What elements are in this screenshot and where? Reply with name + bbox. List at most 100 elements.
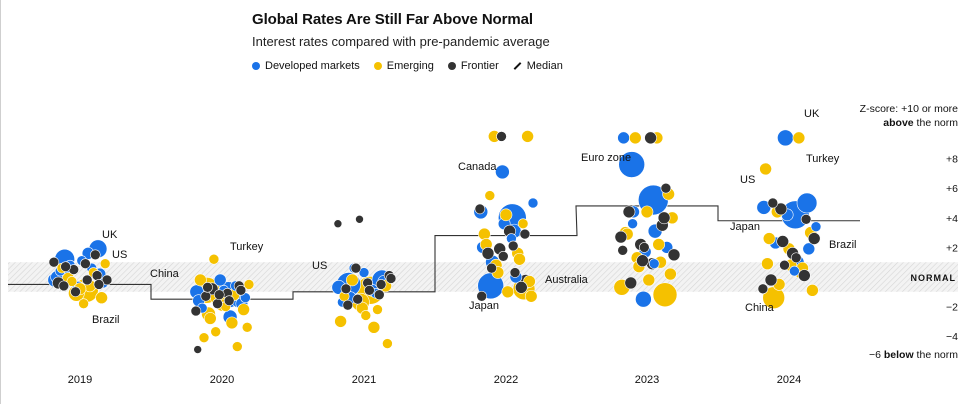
data-point-frontier-2021: [350, 262, 362, 274]
annotation-us-2019: US: [112, 249, 127, 261]
data-point-frontier-2019: [58, 280, 70, 292]
x-tick-2023: 2023: [635, 374, 659, 386]
normal-label: NORMAL: [911, 273, 957, 283]
annotation-us-2021: US: [312, 260, 327, 272]
data-point-developed-2023: [617, 131, 630, 145]
data-point-emerging-2022: [478, 227, 491, 241]
data-point-frontier-2019: [81, 274, 93, 286]
annotation-australia-2022: Australia: [545, 274, 589, 286]
y-tick-2: +2: [946, 242, 958, 254]
data-point-emerging-2023: [628, 131, 642, 145]
data-point-frontier-2022: [476, 290, 488, 302]
data-point-frontier-2019: [90, 249, 101, 261]
data-point-frontier-2024: [800, 213, 812, 225]
data-point-developed-2022: [527, 197, 539, 209]
data-point-frontier-2023: [667, 248, 681, 262]
data-point-developed-2021: [358, 267, 370, 278]
data-point-frontier-2024: [797, 269, 811, 282]
annotation-us-2024: US: [740, 174, 755, 186]
annotation-japan-2024: Japan: [730, 221, 760, 233]
data-point-frontier-2020: [202, 282, 213, 293]
annotation-brazil-2024: Brazil: [829, 239, 857, 251]
data-point-frontier-2024: [779, 259, 790, 271]
scale-bottom-note: −6 below the norm: [869, 348, 958, 362]
data-point-emerging-2019: [95, 291, 108, 305]
data-point-frontier-2023: [660, 182, 672, 194]
data-point-frontier-2023: [614, 230, 628, 244]
data-point-developed-2020: [213, 273, 227, 287]
data-point-emerging-2024: [792, 131, 806, 145]
median-line: [8, 205, 860, 300]
data-point-frontier-2024: [764, 273, 778, 287]
data-point-emerging-2019: [66, 276, 78, 287]
scale-top-strong: above: [883, 117, 914, 129]
data-point-emerging-2023: [664, 267, 677, 281]
data-point-frontier-2019: [101, 274, 113, 286]
data-point-frontier-2019: [70, 286, 81, 298]
data-point-emerging-2022: [499, 208, 513, 222]
y-tick--2: −2: [946, 302, 958, 314]
data-point-frontier-2020: [193, 345, 202, 354]
legend-developed-label: Developed markets: [265, 60, 360, 72]
x-tick-2022: 2022: [494, 374, 518, 386]
y-tick-4: +4: [946, 213, 958, 225]
data-point-emerging-2022: [517, 218, 529, 230]
scale-top-suffix: the norm: [913, 117, 958, 129]
data-point-emerging-2021: [367, 321, 381, 334]
scale-bottom-strong: below: [883, 349, 914, 361]
data-point-emerging-2020: [225, 316, 239, 330]
data-point-emerging-2021: [382, 338, 393, 349]
y-tick-6: +6: [946, 183, 958, 195]
data-point-developed-2023: [627, 218, 638, 230]
data-point-frontier-2022: [497, 250, 509, 262]
data-point-frontier-2023: [617, 245, 629, 256]
annotation-japan-2022: Japan: [469, 300, 499, 312]
data-point-frontier-2024: [807, 232, 821, 245]
data-point-frontier-2020: [190, 305, 202, 317]
data-point-frontier-2024: [767, 197, 779, 209]
data-point-frontier-2021: [355, 214, 364, 224]
data-point-frontier-2021: [340, 283, 352, 295]
data-point-emerging-2021: [372, 304, 383, 315]
developed-dot-icon: [252, 62, 260, 70]
x-tick-2020: 2020: [210, 374, 234, 386]
data-point-frontier-2021: [364, 285, 375, 296]
annotation-brazil-2019: Brazil: [92, 314, 120, 326]
data-point-frontier-2024: [790, 252, 802, 264]
data-point-emerging-2022: [513, 252, 526, 266]
data-point-frontier-2019: [93, 279, 105, 290]
data-point-frontier-2022: [481, 247, 495, 260]
data-point-frontier-2019: [60, 261, 71, 272]
data-point-developed-2023: [635, 290, 652, 308]
data-point-frontier-2022: [474, 203, 486, 215]
chart-title: Global Rates Are Still Far Above Normal: [252, 11, 533, 28]
annotation-uk-2024: UK: [804, 108, 820, 120]
x-tick-2021: 2021: [352, 374, 376, 386]
annotation-china-2020: China: [150, 268, 180, 280]
data-point-frontier-2020: [214, 289, 225, 301]
scale-bottom-prefix: −6: [868, 349, 884, 361]
data-point-emerging-2022: [484, 190, 496, 201]
data-point-frontier-2024: [776, 235, 790, 248]
data-point-frontier-2021: [342, 299, 354, 311]
data-point-frontier-2022: [519, 228, 531, 240]
data-point-emerging-2024: [761, 257, 774, 270]
data-point-emerging-2023: [652, 238, 666, 251]
data-point-emerging-2022: [521, 130, 534, 143]
emerging-dot-icon: [373, 62, 382, 70]
data-point-emerging-2023: [640, 205, 654, 219]
data-point-emerging-2019: [99, 258, 111, 269]
data-point-developed-2023: [648, 258, 660, 269]
data-point-frontier-2023: [638, 242, 650, 253]
annotation-turkey-2020: Turkey: [230, 241, 264, 253]
data-point-emerging-2020: [208, 253, 220, 265]
data-point-frontier-2022: [514, 281, 528, 294]
data-point-emerging-2023: [642, 273, 656, 287]
legend-median-label: Median: [526, 60, 563, 72]
data-point-frontier-2024: [774, 202, 788, 216]
data-point-emerging-2020: [237, 303, 250, 316]
data-point-frontier-2019: [91, 270, 103, 281]
annotation-turkey-2024: Turkey: [806, 153, 840, 165]
legend-median: Median: [513, 60, 563, 72]
data-point-developed-2024: [789, 265, 800, 277]
